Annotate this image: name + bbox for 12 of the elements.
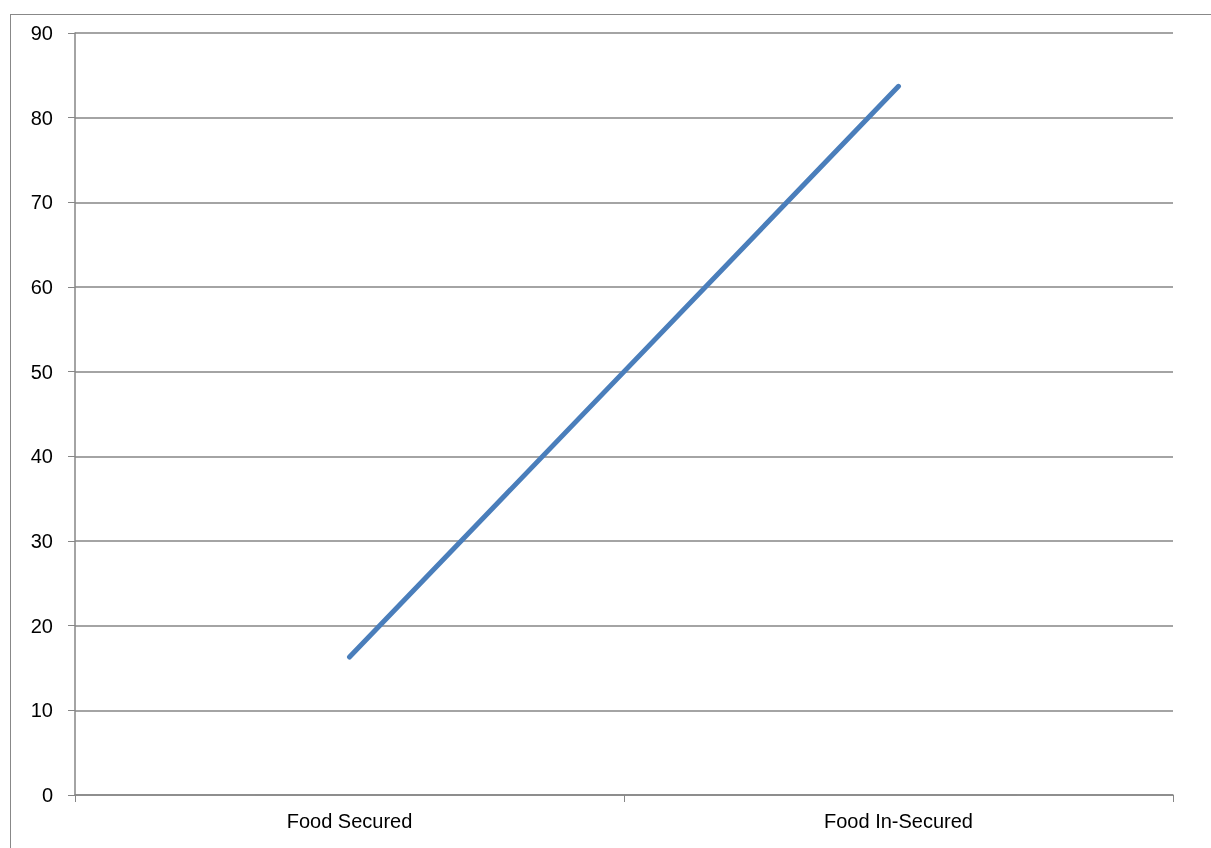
y-tick-label: 70 [30,191,53,214]
y-tick-label: 80 [30,106,53,129]
y-tick-label: 20 [30,614,53,637]
y-tick-label: 90 [30,22,53,44]
y-tick-label: 50 [30,360,53,383]
x-tick-label: Food Secured [286,810,413,832]
y-tick-label: 0 [41,784,53,806]
y-tick-label: 60 [30,276,53,298]
y-tick-label: 30 [30,530,53,552]
y-tick-label: 10 [30,699,53,722]
y-tick-label: 40 [30,445,53,468]
x-tick-label: Food In-Secured [824,810,973,832]
